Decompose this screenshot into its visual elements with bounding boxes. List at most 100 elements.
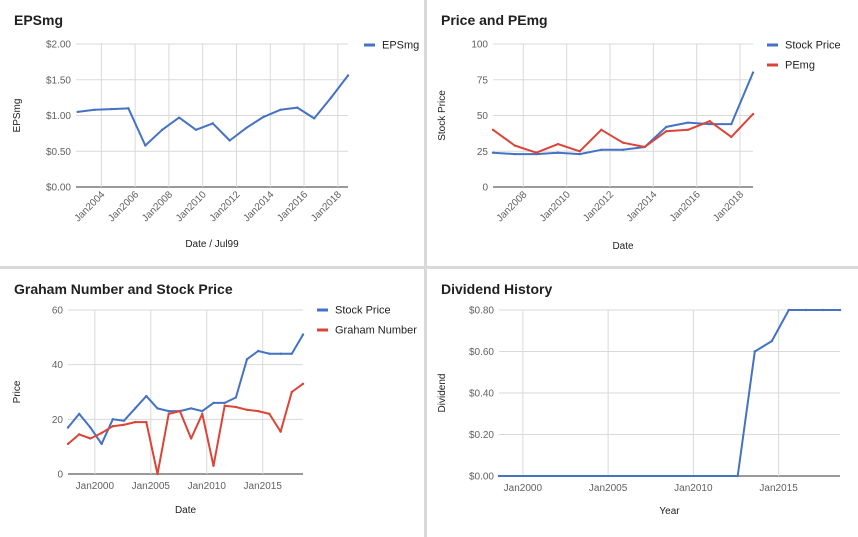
data-point bbox=[245, 126, 248, 129]
x-tick-label: Jan2006 bbox=[106, 189, 141, 224]
legend-label: Stock Price bbox=[785, 40, 841, 52]
y-tick-label: $0.00 bbox=[469, 472, 494, 483]
legend-label: EPSmg bbox=[382, 40, 419, 52]
dividend-chart-title: Dividend History bbox=[441, 281, 553, 297]
eps-chart: $0.00$0.50$1.00$1.50$2.00Jan2004Jan2006J… bbox=[12, 40, 419, 251]
data-point bbox=[290, 390, 294, 394]
x-tick-label: Jan2012 bbox=[208, 189, 243, 224]
data-point bbox=[268, 352, 271, 355]
data-point bbox=[122, 419, 126, 422]
legend-swatch bbox=[317, 308, 328, 312]
data-point bbox=[111, 424, 114, 428]
y-axis-label: EPSmg bbox=[12, 99, 23, 133]
y-tick-label: 40 bbox=[52, 360, 64, 371]
x-tick-label: Jan2016 bbox=[668, 189, 703, 224]
y-tick-label: 50 bbox=[477, 111, 489, 122]
data-point bbox=[290, 352, 294, 355]
series-line-0 bbox=[67, 334, 304, 445]
data-point bbox=[234, 396, 238, 399]
y-tick-label: 75 bbox=[477, 75, 489, 86]
data-point bbox=[686, 128, 690, 131]
x-tick-label: Jan2005 bbox=[589, 483, 628, 494]
graham-chart-title: Graham Number and Stock Price bbox=[14, 281, 233, 297]
data-point bbox=[76, 110, 79, 114]
data-point bbox=[89, 426, 92, 429]
price-pe-chart-title: Price and PEmg bbox=[441, 12, 548, 28]
data-point bbox=[145, 420, 148, 424]
data-point bbox=[643, 145, 646, 149]
data-point bbox=[156, 472, 159, 476]
data-point bbox=[838, 308, 842, 312]
data-point bbox=[211, 122, 215, 125]
data-point bbox=[66, 426, 70, 429]
data-point bbox=[279, 430, 282, 433]
x-tick-label: Jan2014 bbox=[241, 189, 276, 224]
data-point bbox=[346, 74, 350, 77]
data-point bbox=[730, 122, 733, 126]
y-tick-label: $0.40 bbox=[469, 389, 494, 400]
data-point bbox=[329, 96, 333, 99]
data-point bbox=[145, 394, 148, 398]
data-point bbox=[821, 308, 825, 312]
data-point bbox=[730, 135, 733, 139]
x-axis-label: Year bbox=[659, 506, 680, 517]
data-point bbox=[160, 128, 164, 131]
series-line-1 bbox=[492, 113, 754, 154]
data-point bbox=[491, 151, 495, 154]
data-point bbox=[621, 141, 625, 144]
graham-chart: 0 20 40 60 Jan2000 Jan2005 Jan2010 Jan2015 Price… bbox=[12, 305, 417, 517]
data-point bbox=[296, 106, 299, 109]
y-tick-label: $1.00 bbox=[46, 111, 71, 122]
y-axis-label: Stock Price bbox=[437, 90, 448, 141]
data-point bbox=[167, 409, 170, 413]
x-tick-label: Jan2018 bbox=[309, 189, 344, 224]
legend-swatch bbox=[364, 43, 375, 47]
data-point bbox=[245, 408, 249, 411]
x-tick-label: Jan2018 bbox=[711, 189, 746, 224]
x-tick-label: Jan2012 bbox=[581, 189, 616, 224]
data-point bbox=[736, 474, 739, 478]
data-point bbox=[93, 108, 96, 111]
y-tick-label: 0 bbox=[57, 470, 63, 481]
data-point bbox=[665, 130, 668, 133]
data-point bbox=[262, 115, 265, 119]
dividend-chart-panel: $0.00 $0.20 $0.40 $0.60 $0.80 Jan2000 Jan2005 J… bbox=[427, 269, 858, 537]
x-tick-label: Jan2008 bbox=[140, 189, 175, 224]
x-tick-label: Jan2016 bbox=[275, 189, 310, 224]
data-point bbox=[212, 401, 215, 405]
x-tick-label: Jan2000 bbox=[76, 481, 115, 492]
data-point bbox=[167, 412, 170, 416]
x-tick-label: Jan2008 bbox=[495, 189, 530, 224]
data-point bbox=[201, 409, 204, 413]
y-axis-label: Price bbox=[12, 380, 23, 403]
y-tick-label: $0.00 bbox=[46, 183, 71, 194]
data-point bbox=[223, 401, 226, 405]
legend-label: PEmg bbox=[785, 60, 815, 72]
x-tick-label: Jan2014 bbox=[625, 189, 660, 224]
dividend-chart: $0.00 $0.20 $0.40 $0.60 $0.80 Jan2000 Jan2005 J… bbox=[437, 306, 842, 517]
series-line-0 bbox=[77, 74, 349, 147]
data-point bbox=[708, 120, 711, 123]
y-axis-label: Dividend bbox=[437, 374, 448, 413]
data-point bbox=[189, 437, 193, 440]
legend-swatch bbox=[767, 43, 778, 47]
data-point bbox=[66, 442, 70, 446]
x-tick-label: Jan2005 bbox=[132, 481, 171, 492]
data-point bbox=[621, 148, 625, 152]
y-tick-label: 20 bbox=[52, 415, 64, 426]
legend-swatch bbox=[317, 328, 328, 332]
data-point bbox=[201, 412, 204, 416]
series-line-1 bbox=[67, 382, 304, 475]
data-point bbox=[223, 404, 226, 407]
data-point bbox=[268, 412, 271, 416]
data-point bbox=[133, 420, 137, 424]
data-point bbox=[245, 358, 249, 361]
y-tick-label: 0 bbox=[482, 183, 488, 194]
x-tick-label: Jan2015 bbox=[244, 481, 283, 492]
x-axis-label: Date / Jul99 bbox=[185, 239, 239, 250]
data-point bbox=[144, 144, 147, 147]
data-point bbox=[556, 142, 560, 146]
data-point bbox=[513, 152, 516, 156]
data-point bbox=[133, 407, 137, 410]
